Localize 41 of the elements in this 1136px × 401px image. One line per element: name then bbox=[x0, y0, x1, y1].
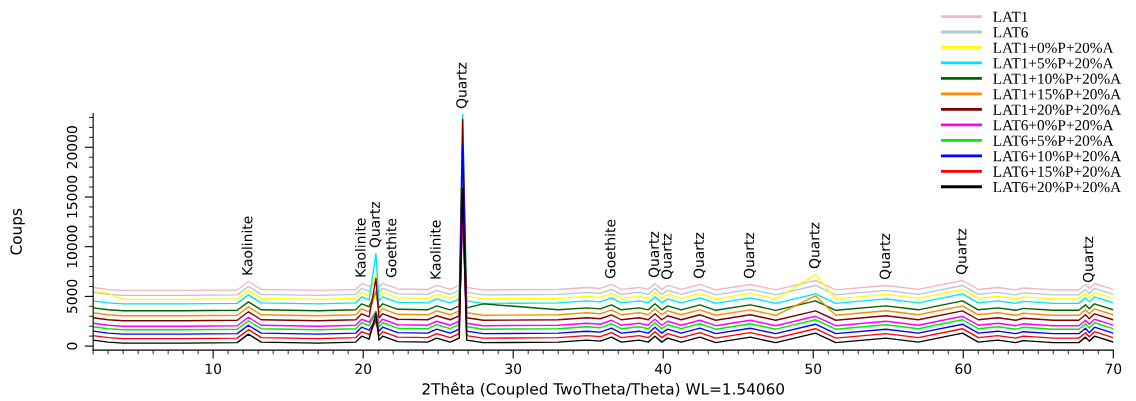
legend-label: LAT6+0%P+20%A bbox=[993, 120, 1114, 131]
annotation: Quartz bbox=[809, 222, 822, 269]
x-tick-label: 40 bbox=[655, 363, 672, 375]
y-axis-title: Coups bbox=[10, 208, 25, 255]
legend-label: LAT6+10%P+20%A bbox=[993, 150, 1122, 162]
annotation: Quartz bbox=[956, 228, 969, 275]
legend-label: LAT6 bbox=[993, 27, 1028, 38]
legend-label: LAT6+15%P+20%A bbox=[993, 166, 1122, 177]
x-tick-label: 60 bbox=[955, 363, 972, 375]
y-tick-label: 10000 bbox=[66, 225, 78, 268]
legend-label: LAT1+15%P+20%A bbox=[993, 89, 1122, 100]
annotation: Quartz bbox=[661, 233, 674, 280]
legend-label: LAT1+10%P+20%A bbox=[993, 73, 1122, 84]
y-tick-label: 20000 bbox=[66, 126, 78, 169]
x-tick-label: 50 bbox=[805, 363, 822, 375]
legend-label: LAT1 bbox=[993, 11, 1028, 22]
annotation: Quartz bbox=[1082, 236, 1095, 283]
legend-label: LAT1+5%P+20%A bbox=[993, 58, 1114, 69]
annotation: Kaolinite bbox=[354, 218, 366, 277]
y-tick-label: 15000 bbox=[66, 175, 78, 218]
annotation: Kaolinite bbox=[429, 220, 441, 279]
annotation: Quartz bbox=[693, 232, 706, 279]
annotation: Quartz bbox=[369, 202, 382, 248]
annotation: Quartz bbox=[648, 231, 661, 278]
x-axis-title: 2Thêta (Coupled TwoTheta/Theta) WL=1.54060 bbox=[422, 382, 785, 398]
legend-label: LAT1+20%P+20%A bbox=[993, 104, 1122, 115]
y-tick-label: 5000 bbox=[66, 279, 78, 313]
x-tick-label: 30 bbox=[505, 363, 522, 375]
annotation: Quartz bbox=[456, 62, 469, 109]
y-tick-label: 0 bbox=[66, 342, 78, 350]
legend-label: LAT1+0%P+20%A bbox=[993, 42, 1114, 54]
legend-label: LAT6+5%P+20%A bbox=[993, 135, 1114, 146]
x-tick-label: 10 bbox=[205, 363, 222, 375]
annotation: Quartz bbox=[743, 232, 756, 279]
annotation: Goethite bbox=[385, 218, 397, 278]
annotation: Goethite bbox=[604, 219, 616, 279]
annotation: Quartz bbox=[879, 233, 892, 280]
x-tick-label: 70 bbox=[1105, 363, 1122, 375]
annotation: Kaolinite bbox=[241, 216, 253, 275]
x-tick-label: 20 bbox=[355, 363, 372, 375]
legend-label: LAT6+20%P+20%A bbox=[993, 181, 1122, 193]
